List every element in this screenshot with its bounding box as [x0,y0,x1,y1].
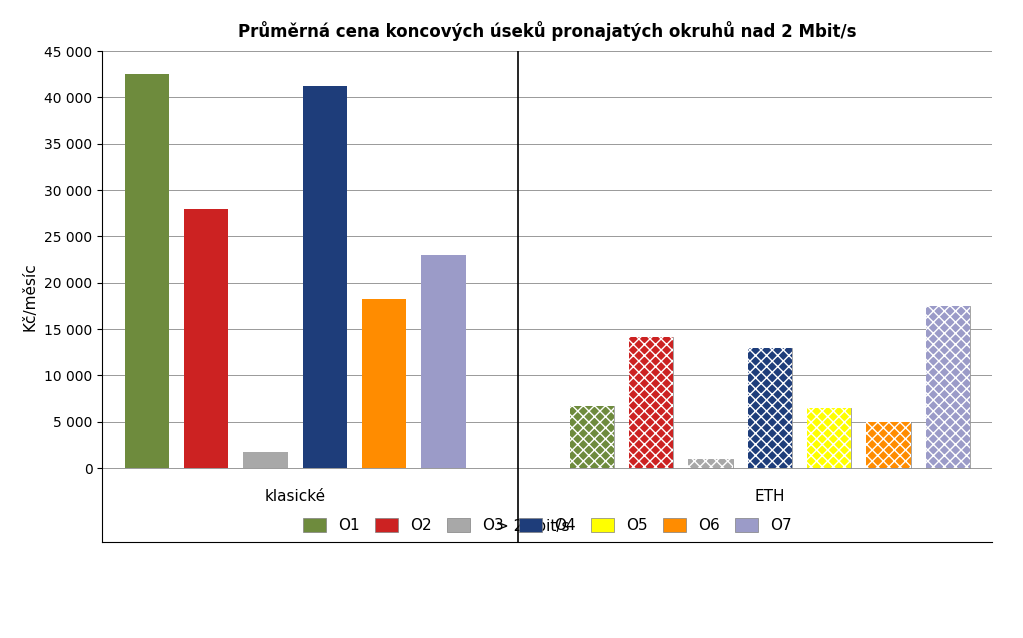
Title: Průměrná cena koncových úseků pronajatých okruhů nad 2 Mbit/s: Průměrná cena koncových úseků pronajatýc… [238,21,856,41]
Text: > 2Mbit/s: > 2Mbit/s [496,519,569,534]
Bar [629,336,673,468]
Bar [926,306,970,468]
Bar [629,336,673,468]
Bar [748,348,792,468]
Bar [421,255,465,468]
Bar [688,459,732,468]
Bar [866,422,910,468]
Text: ETH: ETH [755,489,785,503]
Bar [362,299,406,468]
Bar [303,86,347,468]
Bar [243,452,287,468]
Bar [866,422,910,468]
Bar [807,408,851,468]
Bar [570,406,614,468]
Y-axis label: Kč/měsíc: Kč/měsíc [23,262,38,331]
Bar [748,348,792,468]
Bar [926,306,970,468]
Text: klasické: klasické [265,489,325,503]
Bar [688,459,732,468]
Bar [125,74,169,468]
Bar [570,406,614,468]
Legend: O1, O2, O3, O4, O5, O6, O7: O1, O2, O3, O4, O5, O6, O7 [297,512,798,540]
Bar [184,209,228,468]
Bar [807,408,851,468]
